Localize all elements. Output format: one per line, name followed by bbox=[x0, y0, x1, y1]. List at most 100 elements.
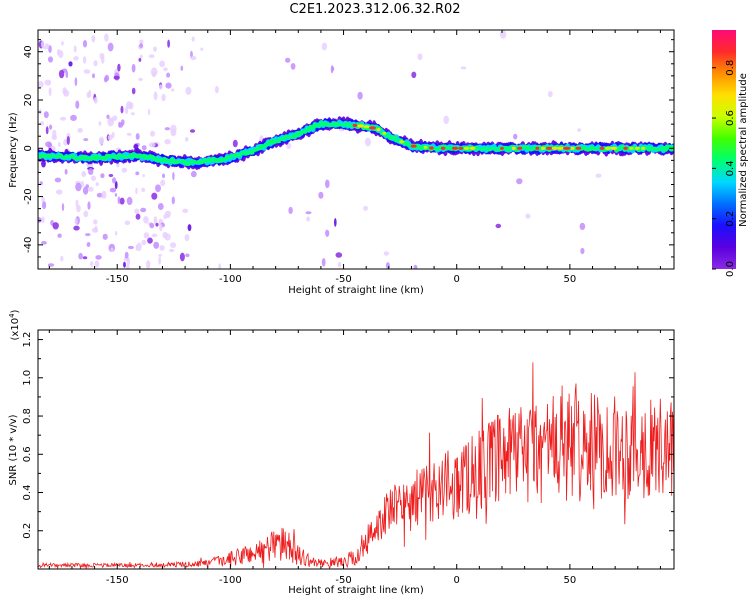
ridge-peak bbox=[399, 140, 405, 144]
noise-blob bbox=[75, 182, 82, 192]
noise-blob bbox=[164, 233, 171, 241]
noise-blob bbox=[182, 208, 189, 213]
noise-blob bbox=[138, 77, 144, 81]
ridge-peak bbox=[410, 144, 417, 148]
ridge-peak bbox=[604, 146, 612, 150]
noise-blob bbox=[114, 193, 118, 197]
noise-blob bbox=[288, 206, 293, 214]
noise-blob bbox=[153, 91, 158, 101]
noise-blob bbox=[96, 192, 104, 198]
noise-blob bbox=[44, 79, 52, 86]
noise-blob bbox=[141, 145, 147, 151]
noise-blob bbox=[139, 43, 144, 48]
noise-blob bbox=[334, 218, 337, 227]
noise-blob bbox=[135, 187, 138, 195]
noise-blob bbox=[150, 130, 155, 137]
noise-blob bbox=[141, 187, 146, 192]
noise-blob bbox=[112, 115, 118, 121]
ridge-peak bbox=[352, 123, 358, 127]
x-tick-label: 50 bbox=[564, 274, 577, 285]
spectrogram-x-axis-label: Height of straight line (km) bbox=[288, 285, 424, 296]
ridge-cell bbox=[302, 130, 308, 134]
noise-blob bbox=[126, 196, 133, 206]
noise-blob bbox=[82, 186, 89, 195]
noise-blob bbox=[153, 46, 157, 52]
noise-blob bbox=[187, 224, 192, 232]
noise-blob bbox=[107, 42, 114, 52]
noise-blob bbox=[95, 182, 100, 187]
noise-blob bbox=[49, 124, 53, 130]
noise-blob bbox=[116, 162, 120, 168]
y-tick-label: -20 bbox=[23, 188, 34, 204]
noise-blob bbox=[128, 102, 134, 110]
noise-blob bbox=[321, 258, 326, 267]
noise-blob bbox=[135, 133, 140, 140]
colorbar-tick-label: 0.2 bbox=[725, 211, 736, 227]
noise-blob bbox=[64, 168, 68, 175]
noise-blob bbox=[41, 40, 45, 49]
spectrogram-heatmap bbox=[38, 30, 674, 269]
ridge-peak bbox=[551, 146, 559, 150]
colorbar-tick-label: 0.8 bbox=[725, 60, 736, 76]
noise-blob bbox=[63, 139, 68, 146]
noise-blob bbox=[168, 248, 175, 253]
noise-blob bbox=[78, 252, 83, 260]
noise-blob bbox=[184, 234, 190, 242]
x-tick-label: -50 bbox=[335, 274, 351, 285]
noise-blob bbox=[65, 70, 69, 79]
ridge-cell bbox=[316, 124, 322, 128]
ridge-peak bbox=[563, 146, 571, 150]
noise-blob bbox=[163, 67, 168, 72]
noise-blob bbox=[104, 74, 110, 82]
noise-blob bbox=[94, 225, 98, 233]
noise-blob bbox=[123, 261, 126, 268]
noise-blob bbox=[95, 255, 102, 260]
page-title: C2E1.2023.312.06.32.R02 bbox=[289, 2, 461, 17]
noise-blob bbox=[91, 175, 96, 182]
ridge-cell bbox=[70, 154, 76, 157]
noise-blob bbox=[117, 63, 121, 72]
noise-blob bbox=[101, 190, 107, 199]
noise-blob bbox=[82, 56, 87, 64]
noise-blob bbox=[88, 168, 94, 175]
noise-blob bbox=[87, 201, 91, 210]
noise-blob bbox=[127, 245, 134, 250]
ridge-cell bbox=[161, 156, 167, 161]
noise-blob bbox=[38, 217, 42, 223]
y-tick-label: -40 bbox=[23, 237, 34, 253]
noise-blob bbox=[142, 174, 145, 178]
noise-blob bbox=[48, 56, 53, 63]
noise-blob bbox=[60, 255, 64, 262]
noise-blob bbox=[158, 84, 163, 90]
noise-blob bbox=[93, 219, 98, 225]
noise-blob bbox=[290, 63, 296, 70]
noise-blob bbox=[411, 71, 417, 79]
ridge-peak bbox=[575, 146, 582, 150]
noise-blob bbox=[44, 43, 49, 47]
noise-blob bbox=[152, 71, 156, 78]
spectrogram-y-axis-label: Frequency (Hz) bbox=[8, 112, 19, 188]
y-tick-label: 0.8 bbox=[22, 408, 33, 424]
noise-blob bbox=[77, 127, 83, 133]
noise-blob bbox=[153, 216, 158, 225]
noise-blob bbox=[74, 77, 78, 87]
noise-blob bbox=[93, 60, 98, 67]
ridge-cell bbox=[38, 155, 43, 159]
noise-blob bbox=[153, 241, 160, 249]
ridge-cell bbox=[391, 135, 398, 140]
noise-blob bbox=[94, 260, 100, 268]
noise-blob bbox=[114, 231, 118, 236]
ridge-peak bbox=[376, 128, 381, 132]
noise-blob bbox=[147, 237, 153, 244]
noise-blob bbox=[124, 251, 129, 259]
noise-blob bbox=[580, 247, 585, 255]
colorbar-tick-label: 0.6 bbox=[725, 110, 736, 126]
ridge-cell bbox=[269, 141, 275, 145]
y-tick-label: 0.4 bbox=[22, 485, 33, 501]
noise-blob bbox=[147, 108, 151, 116]
noise-blob bbox=[185, 86, 192, 95]
noise-blob bbox=[66, 136, 70, 145]
noise-blob bbox=[117, 196, 121, 205]
noise-blob bbox=[93, 97, 98, 104]
noise-blob bbox=[577, 128, 581, 132]
